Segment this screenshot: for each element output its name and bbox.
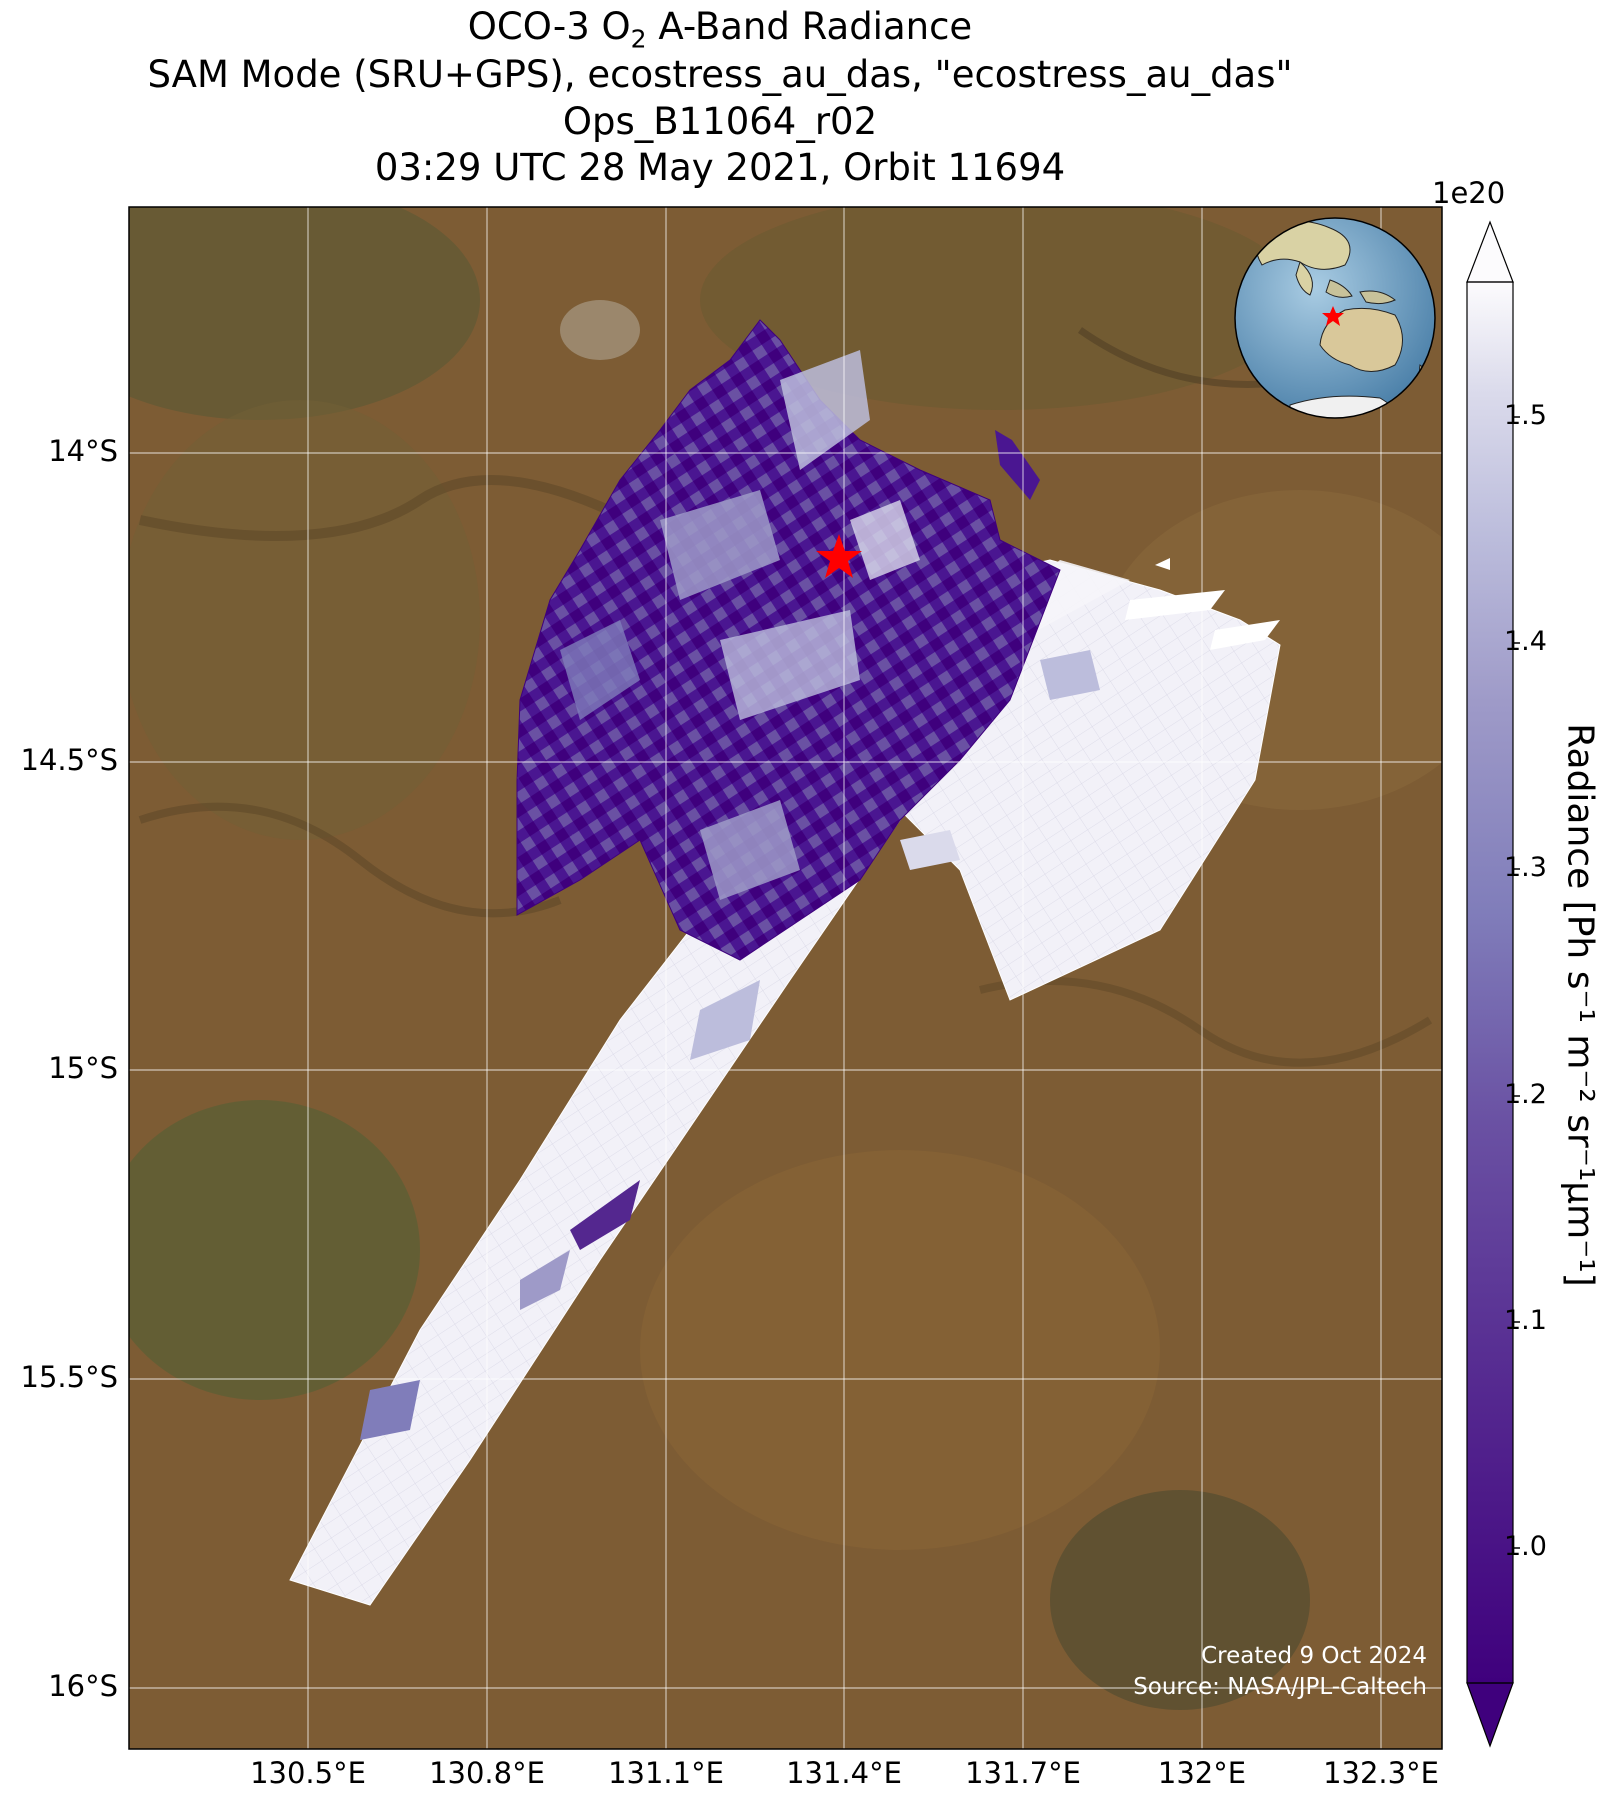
colorbar-extend-high — [1466, 220, 1514, 283]
lon-tick-label: 130.8°E — [429, 1756, 545, 1790]
inset-globe — [1234, 217, 1436, 419]
colorbar-tick-label: 1.0 — [1504, 1531, 1547, 1562]
created-date: Created 9 Oct 2024 — [1201, 1643, 1427, 1669]
radiance-swaths — [289, 319, 1281, 1606]
colorbar-tick-label: 1.5 — [1504, 400, 1547, 431]
colorbar-tick-label: 1.2 — [1504, 1079, 1547, 1110]
colorbar-extend-low — [1466, 1682, 1514, 1748]
colorbar-tick-label: 1.1 — [1504, 1305, 1547, 1336]
lat-tick-label: 16°S — [48, 1669, 118, 1703]
colorbar-tick-label: 1.4 — [1504, 626, 1547, 657]
lat-tick-label: 15°S — [48, 1051, 118, 1085]
colorbar — [1466, 220, 1520, 1748]
title-line-4: 03:29 UTC 28 May 2021, Orbit 11694 — [374, 146, 1066, 189]
colorbar-tick-label: 1.3 — [1504, 852, 1547, 883]
lat-tick-label: 14°S — [48, 434, 118, 468]
target-star-icon — [816, 534, 862, 578]
lon-tick-label: 131.4°E — [786, 1756, 902, 1790]
lon-tick-label: 131.7°E — [965, 1756, 1081, 1790]
lat-tick-label: 14.5°S — [20, 743, 118, 777]
source-credit: Source: NASA/JPL-Caltech — [1133, 1674, 1427, 1700]
lon-tick-label: 132°E — [1157, 1756, 1247, 1790]
globe-star-icon — [1322, 306, 1344, 326]
title-line-1: OCO-3 O2 A-Band Radiance — [467, 5, 973, 54]
lon-tick-label: 132.3°E — [1323, 1756, 1439, 1790]
title-line-3: Ops_B11064_r02 — [562, 100, 878, 143]
lat-tick-label: 15.5°S — [20, 1360, 118, 1394]
colorbar-exponent: 1e20 — [1432, 176, 1506, 210]
lon-tick-label: 130.5°E — [250, 1756, 366, 1790]
plot-frame — [128, 206, 1443, 1750]
gridlines — [129, 207, 1442, 1749]
lon-tick-label: 131.1°E — [608, 1756, 724, 1790]
title-line-2: SAM Mode (SRU+GPS), ecostress_au_das, "e… — [147, 53, 1293, 96]
colorbar-label: Radiance [Ph s⁻¹ m⁻² sr⁻¹μm⁻¹] — [1559, 723, 1601, 1287]
